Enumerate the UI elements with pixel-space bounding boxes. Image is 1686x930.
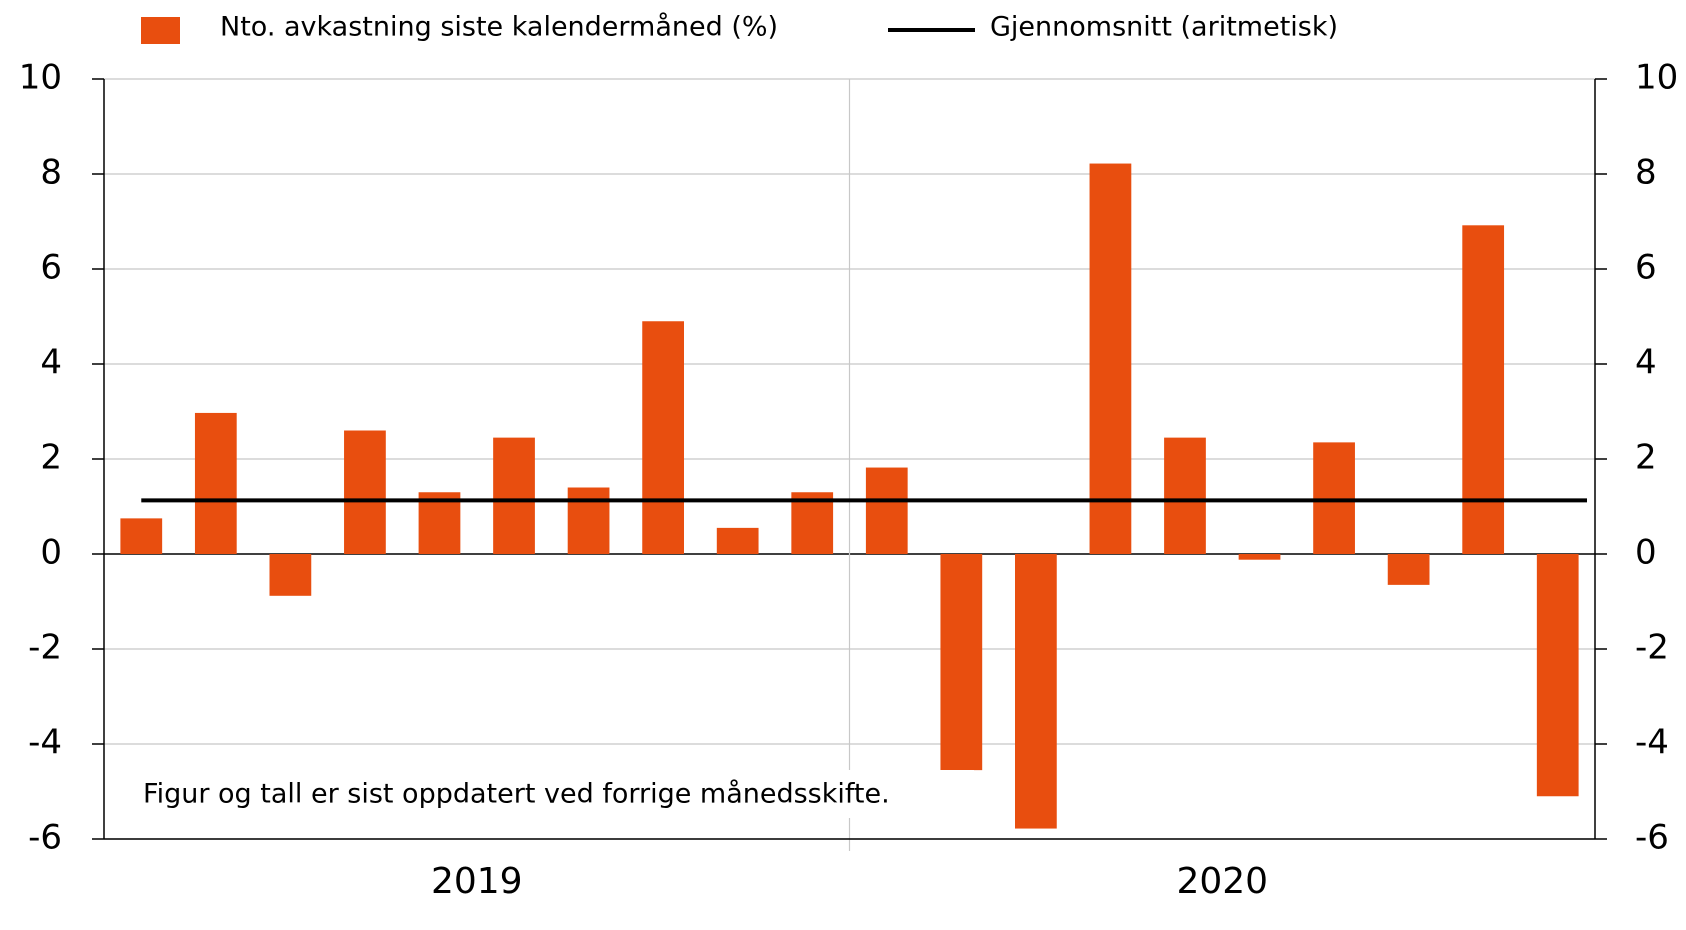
y-tick-label: -2 <box>28 628 62 668</box>
legend-label: Gjennomsnitt (aritmetisk) <box>990 12 1338 43</box>
bar <box>865 467 908 554</box>
y2-tick-label: 10 <box>1635 58 1678 98</box>
y-tick-label: 8 <box>40 153 62 193</box>
y2-tick-label: 2 <box>1635 438 1657 478</box>
y-tick-label: 2 <box>40 438 62 478</box>
y2-tick-label: 4 <box>1635 343 1657 383</box>
y2-tick-label: -6 <box>1635 818 1669 858</box>
bar <box>642 321 684 554</box>
bar <box>1536 554 1579 797</box>
bar <box>418 492 461 554</box>
annotation: Figur og tall er sist oppdatert ved forr… <box>143 779 890 810</box>
bar <box>120 518 163 554</box>
bar <box>1313 442 1355 554</box>
year-label: 2020 <box>1176 861 1268 902</box>
y2-tick-label: 0 <box>1635 533 1657 573</box>
y-tick-label: 0 <box>40 533 62 573</box>
bar <box>1164 437 1206 554</box>
y2-tick-label: 8 <box>1635 153 1657 193</box>
y-tick-label: 6 <box>40 248 62 288</box>
bar <box>1089 163 1132 555</box>
bar <box>1462 225 1505 555</box>
annotation-bg <box>134 770 974 818</box>
bar <box>1387 554 1430 585</box>
bar <box>567 487 610 554</box>
bar <box>716 527 759 554</box>
bar <box>940 554 983 771</box>
y2-tick-label: -4 <box>1635 723 1669 763</box>
bar <box>493 437 535 554</box>
bar <box>194 412 237 554</box>
bar <box>1015 554 1057 829</box>
y2-tick-label: 6 <box>1635 248 1657 288</box>
bar <box>344 430 386 554</box>
year-label: 2019 <box>431 861 523 902</box>
y2-tick-label: -2 <box>1635 628 1669 668</box>
bar <box>269 554 312 596</box>
legend-label: Nto. avkastning siste kalendermåned (%) <box>220 12 778 43</box>
legend-swatch <box>141 17 180 44</box>
bar <box>791 492 834 554</box>
bar <box>1238 554 1281 560</box>
y-tick-label: 10 <box>19 58 62 98</box>
y-tick-label: -4 <box>28 723 62 763</box>
y-tick-label: -6 <box>28 818 62 858</box>
y-tick-label: 4 <box>40 343 62 383</box>
